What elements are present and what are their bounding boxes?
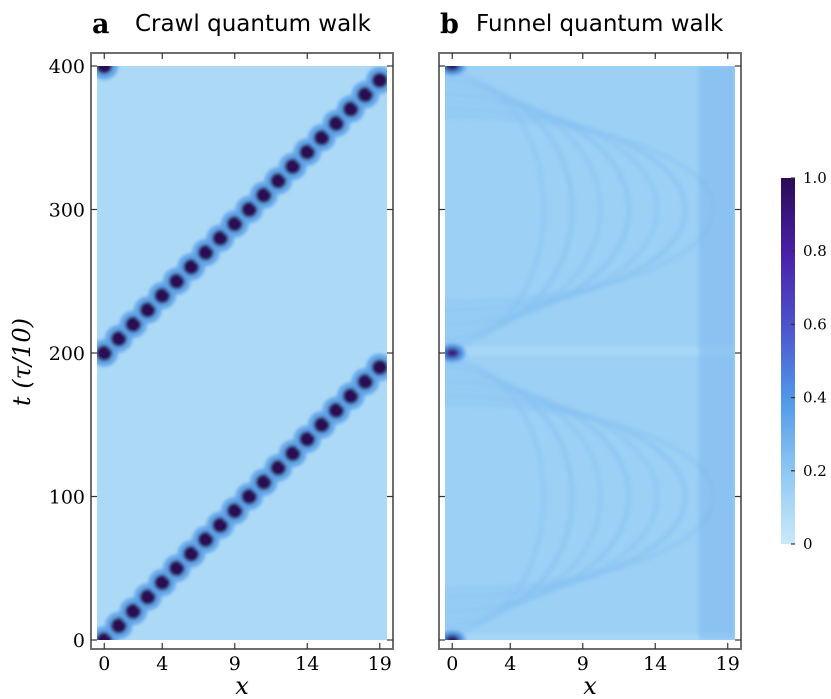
colorbar-tick-label: 0.4 — [803, 389, 827, 407]
peak-mark — [371, 72, 387, 89]
x-tick-label: 4 — [504, 653, 516, 675]
colorbar-tick-label: 0.2 — [803, 462, 827, 480]
panel-b-title: Funnel quantum walk — [476, 11, 724, 37]
panel-b-heatmap — [445, 66, 735, 640]
x-tick-label: 19 — [716, 653, 740, 675]
peak-mark — [154, 287, 171, 304]
peak-mark — [97, 345, 113, 361]
panel-b-frame — [438, 52, 742, 650]
x-tick-label: 9 — [577, 653, 589, 675]
interference-arc — [445, 78, 575, 341]
interference-arc — [445, 365, 575, 628]
heatmap-cells — [445, 66, 735, 640]
peak-mark — [183, 546, 200, 562]
y-axis-label: t (τ/10) — [8, 318, 36, 406]
interference-arc — [445, 107, 688, 312]
peak-mark — [445, 348, 460, 358]
peak-mark — [212, 230, 229, 247]
peak-mark — [284, 158, 301, 175]
panel-a-heatmap — [97, 66, 387, 640]
peak-mark — [125, 603, 142, 620]
peak-mark — [357, 86, 374, 103]
panel-a: a Crawl quantum walk 0 4 9 14 19 0 100 200 300 40… — [49, 9, 394, 675]
x-tick-label: 14 — [643, 653, 667, 675]
peak-mark — [197, 531, 214, 548]
panel-a-ticks: 0 4 9 14 19 0 100 200 300 400 — [49, 53, 393, 675]
peak-mark — [313, 416, 330, 433]
panel-b-ticks: 0 4 9 14 19 — [439, 53, 741, 675]
colorbar-gradient — [781, 178, 795, 544]
peak-mark — [371, 359, 387, 376]
edge-band — [698, 66, 735, 640]
peak-mark — [284, 445, 301, 462]
x-tick-label: 4 — [156, 653, 168, 675]
interference-arc — [445, 394, 688, 599]
peak-mark — [342, 388, 359, 404]
peak-mark — [342, 101, 359, 117]
peak-mark — [445, 66, 460, 71]
panel-b-letter: b — [440, 9, 459, 40]
peak-mark — [97, 66, 113, 74]
peak-mark — [241, 201, 258, 218]
y-tick-label: 300 — [49, 200, 85, 222]
y-tick-label: 0 — [73, 630, 85, 652]
colorbar-tick-label: 0.8 — [803, 242, 827, 260]
peak-mark — [445, 635, 460, 640]
peak-mark — [197, 244, 214, 261]
interference-arc — [445, 386, 659, 607]
colorbar-tick-label: 1.0 — [803, 169, 827, 187]
colorbar-tick-label: 0.6 — [803, 315, 827, 333]
peak-mark — [241, 488, 258, 505]
peak-mark — [313, 129, 330, 146]
panel-a-frame — [90, 52, 394, 650]
interference-arc — [445, 92, 631, 327]
peak-mark — [183, 259, 200, 275]
x-tick-label: 0 — [446, 653, 458, 675]
peak-mark — [255, 187, 272, 204]
x-axis-label-b: x — [583, 672, 597, 699]
interference-arc — [445, 379, 631, 614]
x-axis-label-a: x — [235, 672, 249, 699]
heatmap-background — [97, 66, 387, 640]
peak-mark — [110, 330, 127, 347]
peak-mark — [168, 560, 185, 577]
peak-mark — [328, 402, 345, 419]
peak-mark — [226, 502, 243, 519]
interference-arc — [445, 99, 659, 320]
peak-mark — [125, 316, 142, 333]
peak-mark — [299, 431, 316, 447]
peak-mark — [255, 474, 272, 491]
y-tick-label: 200 — [49, 343, 85, 365]
interference-arc — [445, 372, 603, 621]
panel-a-letter: a — [92, 9, 110, 40]
peak-mark — [270, 459, 287, 476]
peak-mark — [154, 574, 171, 591]
peak-mark — [168, 273, 185, 290]
peak-mark — [299, 144, 316, 160]
peak-mark — [139, 589, 156, 605]
heatmap-cells — [97, 66, 387, 640]
peak-mark — [212, 517, 229, 534]
peak-mark — [270, 172, 287, 189]
panel-a-title: Crawl quantum walk — [135, 11, 372, 37]
peak-mark — [139, 302, 156, 318]
peak-mark — [110, 617, 127, 634]
peak-mark — [357, 373, 374, 390]
interference-arc — [445, 85, 603, 334]
refocus-band — [445, 347, 735, 356]
x-tick-label: 9 — [229, 653, 241, 675]
x-tick-label: 19 — [368, 653, 392, 675]
panel-b: b Funnel quantum walk 0 4 9 14 19 — [438, 9, 742, 675]
colorbar-ticks: 0 0.2 0.4 0.6 0.8 1.0 — [791, 169, 827, 553]
refocus-band — [445, 634, 735, 640]
peak-mark — [226, 215, 243, 232]
y-tick-label: 100 — [49, 487, 85, 509]
x-tick-label: 14 — [295, 653, 319, 675]
peak-mark — [328, 115, 345, 132]
colorbar-tick-label: 0 — [803, 535, 813, 553]
y-tick-label: 400 — [49, 56, 85, 78]
x-tick-label: 0 — [98, 653, 110, 675]
colorbar: 0 0.2 0.4 0.6 0.8 1.0 — [781, 169, 827, 553]
